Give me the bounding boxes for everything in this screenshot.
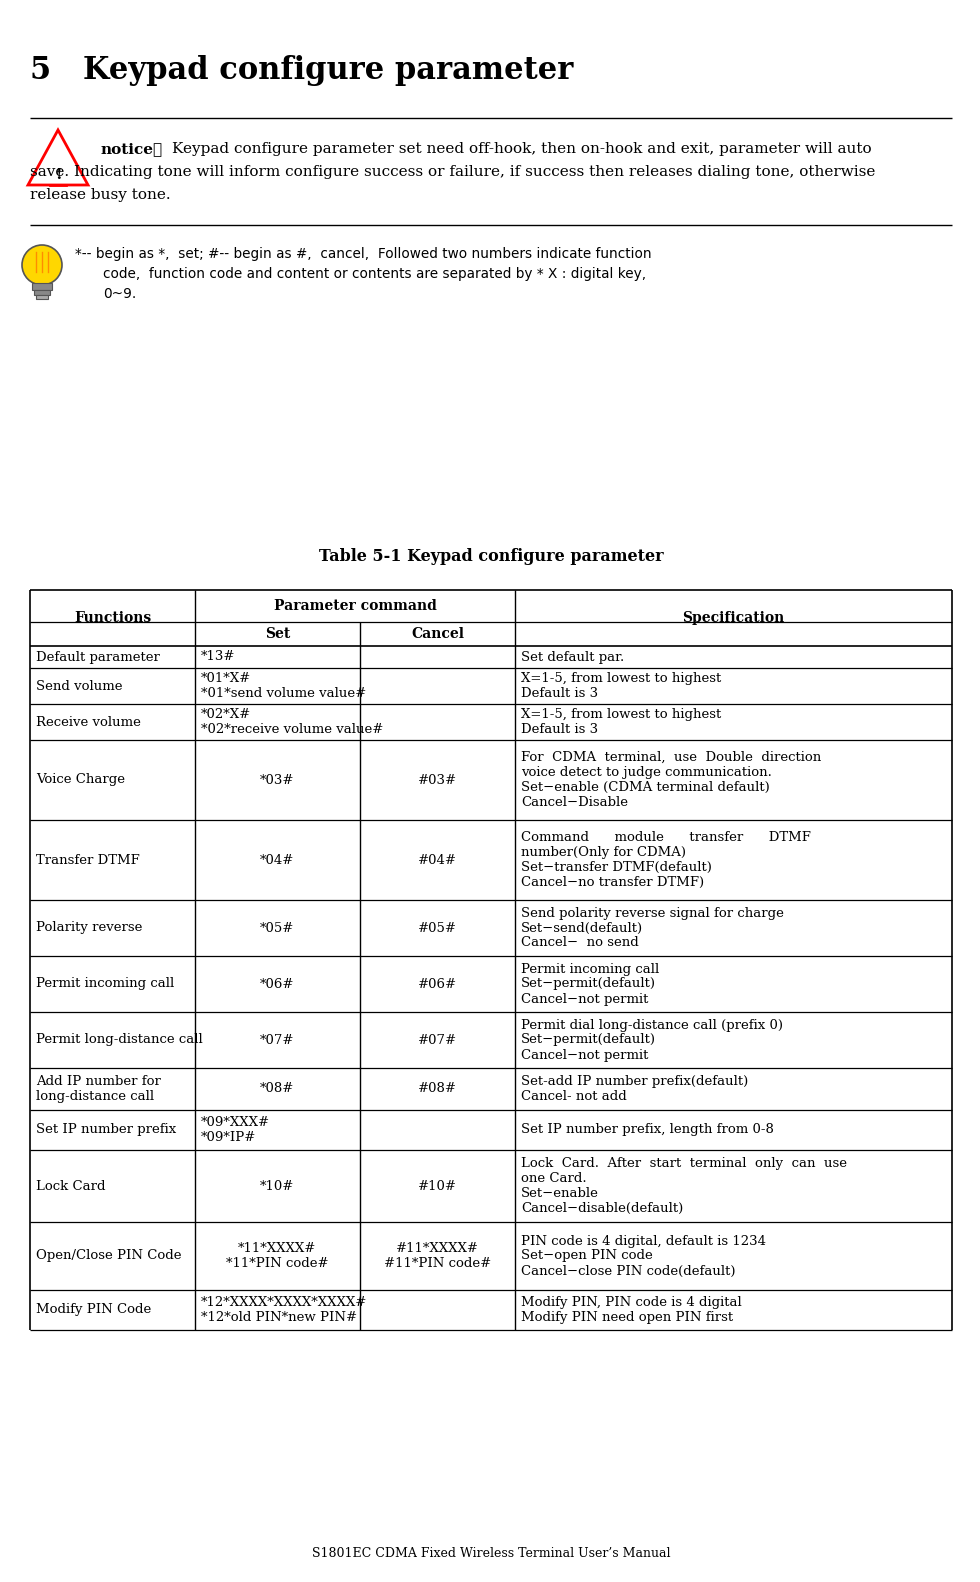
Text: #11*PIN code#: #11*PIN code# (384, 1258, 491, 1270)
Text: *05#: *05# (261, 921, 295, 935)
Text: Cancel−Disable: Cancel−Disable (521, 796, 628, 808)
Text: Set−open PIN code: Set−open PIN code (521, 1250, 653, 1262)
Text: Set IP number prefix, length from 0-8: Set IP number prefix, length from 0-8 (521, 1123, 774, 1136)
Text: 0~9.: 0~9. (103, 286, 136, 301)
Text: *07#: *07# (261, 1033, 295, 1047)
Text: Cancel−not permit: Cancel−not permit (521, 992, 649, 1006)
Text: Set−enable (CDMA terminal default): Set−enable (CDMA terminal default) (521, 782, 769, 794)
Text: S1801EC CDMA Fixed Wireless Terminal User’s Manual: S1801EC CDMA Fixed Wireless Terminal Use… (312, 1547, 670, 1560)
Text: !: ! (55, 168, 62, 182)
Text: #11*XXXX#: #11*XXXX# (396, 1242, 479, 1255)
Text: For  CDMA  terminal,  use  Double  direction: For CDMA terminal, use Double direction (521, 751, 821, 764)
Text: notice：: notice： (100, 142, 162, 157)
Text: code,  function code and content or contents are separated by * X : digital key,: code, function code and content or conte… (103, 267, 646, 282)
Text: *09*XXX#: *09*XXX# (201, 1115, 270, 1130)
Circle shape (22, 245, 62, 285)
Text: 5   Keypad configure parameter: 5 Keypad configure parameter (30, 55, 573, 85)
Text: Permit incoming call: Permit incoming call (521, 962, 660, 976)
Text: Cancel: Cancel (411, 626, 464, 641)
Text: #07#: #07# (417, 1033, 457, 1047)
Bar (36, 294, 48, 299)
Text: Polarity reverse: Polarity reverse (36, 921, 142, 935)
Text: Set-add IP number prefix(default): Set-add IP number prefix(default) (521, 1076, 749, 1088)
Text: *12*old PIN*new PIN#: *12*old PIN*new PIN# (201, 1311, 357, 1324)
Text: Voice Charge: Voice Charge (36, 774, 125, 786)
Text: Set IP number prefix: Set IP number prefix (36, 1123, 176, 1136)
Text: *-- begin as *,  set; #-- begin as #,  cancel,  Followed two numbers indicate fu: *-- begin as *, set; #-- begin as #, can… (75, 247, 652, 261)
Text: *02*receive volume value#: *02*receive volume value# (201, 723, 383, 736)
Text: one Card.: one Card. (521, 1172, 587, 1185)
Text: Cancel−no transfer DTMF): Cancel−no transfer DTMF) (521, 876, 704, 889)
Text: Functions: Functions (74, 611, 151, 625)
Text: #08#: #08# (418, 1082, 457, 1095)
Text: #04#: #04# (418, 854, 457, 867)
Text: Cancel−disable(default): Cancel−disable(default) (521, 1202, 683, 1215)
Text: *06#: *06# (261, 978, 295, 990)
Text: Lock  Card.  After  start  terminal  only  can  use: Lock Card. After start terminal only can… (521, 1156, 847, 1171)
Text: Transfer DTMF: Transfer DTMF (36, 854, 140, 867)
Text: #10#: #10# (418, 1180, 457, 1193)
Text: #05#: #05# (418, 921, 457, 935)
Text: Add IP number for: Add IP number for (36, 1076, 161, 1088)
Text: voice detect to judge communication.: voice detect to judge communication. (521, 766, 772, 778)
Text: *04#: *04# (261, 854, 295, 867)
Text: Cancel- not add: Cancel- not add (521, 1090, 627, 1103)
Text: *02*X#: *02*X# (201, 709, 251, 721)
Text: X=1-5, from lowest to highest: X=1-5, from lowest to highest (521, 709, 721, 721)
Text: *03#: *03# (261, 774, 295, 786)
Polygon shape (28, 130, 88, 185)
Text: *09*IP#: *09*IP# (201, 1131, 257, 1144)
Text: Open/Close PIN Code: Open/Close PIN Code (36, 1250, 181, 1262)
Text: Receive volume: Receive volume (36, 715, 141, 728)
Text: *01*X#: *01*X# (201, 672, 251, 685)
Text: PIN code is 4 digital, default is 1234: PIN code is 4 digital, default is 1234 (521, 1234, 766, 1248)
Text: Default parameter: Default parameter (36, 650, 160, 663)
Text: *13#: *13# (201, 650, 235, 663)
Text: Keypad configure parameter set need off-hook, then on-hook and exit, parameter w: Keypad configure parameter set need off-… (172, 142, 871, 157)
Text: Send volume: Send volume (36, 680, 122, 693)
Text: Permit incoming call: Permit incoming call (36, 978, 174, 990)
Text: Set: Set (265, 626, 290, 641)
Text: Modify PIN need open PIN first: Modify PIN need open PIN first (521, 1311, 733, 1324)
Text: Set−enable: Set−enable (521, 1186, 599, 1201)
Text: Command      module      transfer      DTMF: Command module transfer DTMF (521, 831, 810, 845)
Text: Permit dial long-distance call (prefix 0): Permit dial long-distance call (prefix 0… (521, 1019, 783, 1031)
Text: Parameter command: Parameter command (273, 600, 436, 612)
Text: Modify PIN, PIN code is 4 digital: Modify PIN, PIN code is 4 digital (521, 1296, 742, 1308)
Text: Set−send(default): Set−send(default) (521, 921, 643, 935)
Text: Send polarity reverse signal for charge: Send polarity reverse signal for charge (521, 906, 784, 919)
Text: Modify PIN Code: Modify PIN Code (36, 1304, 151, 1316)
Text: release busy tone.: release busy tone. (30, 188, 171, 202)
Text: long-distance call: long-distance call (36, 1090, 154, 1103)
Text: Default is 3: Default is 3 (521, 687, 598, 699)
Text: Set default par.: Set default par. (521, 650, 624, 663)
Text: Table 5-1 Keypad configure parameter: Table 5-1 Keypad configure parameter (318, 547, 663, 565)
Text: Lock Card: Lock Card (36, 1180, 106, 1193)
Text: Set−transfer DTMF(default): Set−transfer DTMF(default) (521, 861, 711, 873)
Text: Specification: Specification (682, 611, 785, 625)
Text: *01*send volume value#: *01*send volume value# (201, 687, 367, 699)
Text: *11*PIN code#: *11*PIN code# (226, 1258, 329, 1270)
Text: *12*XXXX*XXXX*XXXX#: *12*XXXX*XXXX*XXXX# (201, 1296, 368, 1308)
Text: number(Only for CDMA): number(Only for CDMA) (521, 846, 686, 859)
Text: Set−permit(default): Set−permit(default) (521, 978, 656, 990)
Text: save. Indicating tone will inform configure success or failure, if success then : save. Indicating tone will inform config… (30, 165, 875, 179)
Bar (34, 290, 50, 294)
Text: #06#: #06# (417, 978, 457, 990)
Text: *11*XXXX#: *11*XXXX# (238, 1242, 317, 1255)
Text: #03#: #03# (417, 774, 457, 786)
Text: Permit long-distance call: Permit long-distance call (36, 1033, 203, 1047)
Text: *10#: *10# (261, 1180, 295, 1193)
Text: Cancel−  no send: Cancel− no send (521, 937, 639, 949)
Text: Cancel−close PIN code(default): Cancel−close PIN code(default) (521, 1264, 736, 1278)
Text: X=1-5, from lowest to highest: X=1-5, from lowest to highest (521, 672, 721, 685)
Text: Set−permit(default): Set−permit(default) (521, 1033, 656, 1047)
Text: Default is 3: Default is 3 (521, 723, 598, 736)
Text: *08#: *08# (261, 1082, 295, 1095)
Text: Cancel−not permit: Cancel−not permit (521, 1049, 649, 1062)
Bar (32, 283, 52, 290)
